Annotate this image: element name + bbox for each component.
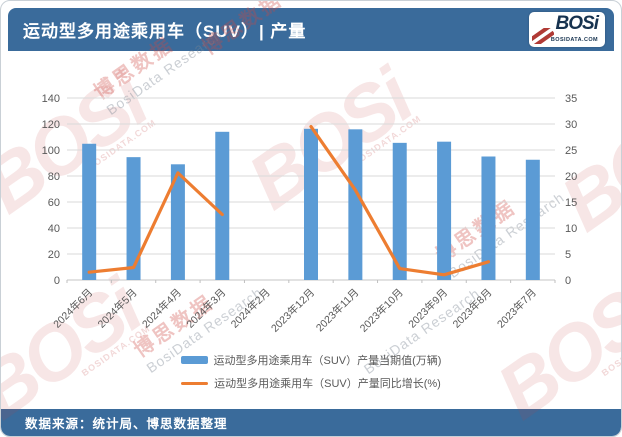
x-axis-label: 2023年11月 <box>313 286 361 334</box>
chart-legend: 运动型多用途乘用车（SUV）产量当期值(万辆) 运动型多用途乘用车（SUV）产量… <box>1 352 621 391</box>
bar-2023年7月 <box>525 159 540 280</box>
legend-line-swatch <box>181 381 209 385</box>
bar-2023年8月 <box>481 156 496 280</box>
legend-bar-label: 运动型多用途乘用车（SUV）产量当期值(万辆) <box>213 355 442 367</box>
legend-line-label: 运动型多用途乘用车（SUV）产量同比增长(%) <box>214 378 441 390</box>
right-axis-tick-label: 10 <box>565 223 577 235</box>
x-axis-label: 2023年10月 <box>357 286 406 335</box>
left-axis-tick-label: 80 <box>48 171 60 183</box>
x-axis-label: 2023年8月 <box>450 286 495 331</box>
right-axis-tick-label: 30 <box>565 119 577 131</box>
x-axis-label: 2023年9月 <box>406 286 451 331</box>
x-axis-label: 2024年6月 <box>51 286 96 331</box>
right-axis-tick-label: 5 <box>565 249 571 261</box>
right-axis-tick-label: 20 <box>565 171 577 183</box>
x-axis-label: 2024年2月 <box>228 286 273 331</box>
page-title: 运动型多用途乘用车（SUV）| 产量 <box>23 22 307 41</box>
growth-line <box>87 171 224 274</box>
left-axis-tick-label: 120 <box>42 119 60 131</box>
left-axis-tick-label: 0 <box>54 275 60 287</box>
left-axis-tick-label: 60 <box>48 197 60 209</box>
bosi-logo: BOSi BOSIDATA.COM <box>529 12 605 47</box>
left-axis-tick-label: 100 <box>42 145 60 157</box>
bar-2023年10月 <box>392 142 407 280</box>
header-bar: 运动型多用途乘用车（SUV）| 产量 BOSi BOSIDATA.COM <box>8 8 614 51</box>
bar-2024年4月 <box>170 164 185 280</box>
bar-2023年11月 <box>348 129 363 280</box>
bar-2024年3月 <box>215 131 230 280</box>
bar-2023年9月 <box>437 141 452 280</box>
logo-subtext: BOSIDATA.COM <box>550 37 598 43</box>
right-axis-tick-label: 15 <box>565 197 577 209</box>
bar-2023年12月 <box>304 128 318 280</box>
logo-text: BOSi <box>555 13 599 34</box>
legend-item-line: 运动型多用途乘用车（SUV）产量同比增长(%) <box>181 375 441 391</box>
right-axis-tick-label: 25 <box>565 145 577 157</box>
x-axis-label: 2024年3月 <box>184 286 229 331</box>
left-axis-tick-label: 40 <box>48 223 60 235</box>
left-axis-tick-label: 140 <box>42 93 60 105</box>
x-axis-label: 2024年5月 <box>95 286 140 331</box>
data-source-text: 数据来源：统计局、博思数据整理 <box>25 417 228 431</box>
x-axis-label: 2023年7月 <box>494 286 539 331</box>
right-axis-tick-label: 35 <box>565 93 577 105</box>
x-axis-label: 2024年4月 <box>139 286 184 331</box>
footer-bar: 数据来源：统计局、博思数据整理 <box>1 409 621 436</box>
x-axis-label: 2023年12月 <box>268 286 317 335</box>
bar-2024年6月 <box>82 143 97 280</box>
right-axis-tick-label: 0 <box>565 275 571 287</box>
left-axis-tick-label: 20 <box>48 249 60 261</box>
legend-item-bar: 运动型多用途乘用车（SUV）产量当期值(万辆) <box>180 352 442 368</box>
growth-line <box>309 124 491 277</box>
legend-bar-swatch <box>180 356 208 364</box>
bar-2024年5月 <box>126 157 141 280</box>
